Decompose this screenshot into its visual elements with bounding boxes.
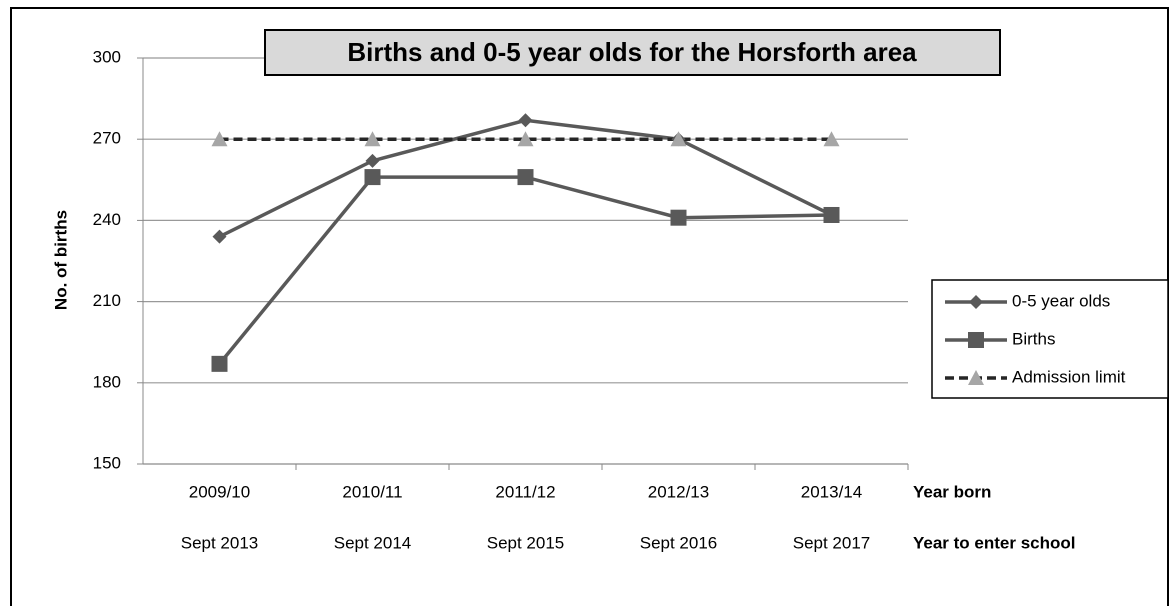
data-point — [517, 169, 534, 186]
data-point — [670, 209, 687, 226]
x-tick-label: 2011/12 — [495, 482, 555, 501]
data-point — [211, 131, 228, 147]
series-line — [218, 175, 832, 365]
y-tick-label: 210 — [93, 291, 121, 310]
y-tick-label: 150 — [93, 453, 121, 472]
data-point — [517, 131, 534, 147]
x-tick-label: 2012/13 — [648, 482, 709, 501]
y-axis-label: No. of births — [51, 210, 70, 310]
school-year-label: Sept 2015 — [487, 533, 565, 552]
legend-marker — [969, 295, 983, 309]
data-point — [823, 131, 840, 147]
legend-marker — [968, 370, 984, 385]
title-box — [264, 29, 1001, 76]
legend-label: Admission limit — [1012, 367, 1126, 386]
data-point — [365, 153, 380, 168]
y-tick-label: 270 — [93, 129, 121, 148]
legend-marker — [968, 332, 984, 348]
school-year-row-label: Year to enter school — [913, 533, 1076, 552]
legend-label: Births — [1012, 329, 1055, 348]
data-point — [364, 131, 381, 147]
data-point — [670, 131, 687, 147]
data-point — [212, 229, 227, 244]
chart-title: Births and 0-5 year olds for the Horsfor… — [347, 37, 917, 67]
y-tick-label: 240 — [93, 210, 121, 229]
category-row-label: Year born — [913, 482, 991, 501]
data-point — [211, 355, 228, 372]
school-year-label: Sept 2016 — [640, 533, 718, 552]
data-point — [518, 113, 533, 128]
y-tick-label: 300 — [93, 47, 121, 66]
x-tick-label: 2009/10 — [189, 482, 250, 501]
school-year-label: Sept 2013 — [181, 533, 259, 552]
x-tick-label: 2010/11 — [342, 482, 402, 501]
school-year-label: Sept 2014 — [334, 533, 412, 552]
x-tick-label: 2013/14 — [801, 482, 862, 501]
school-year-label: Sept 2017 — [793, 533, 871, 552]
data-point — [823, 206, 840, 223]
data-point — [364, 169, 381, 186]
y-tick-label: 180 — [93, 372, 121, 391]
legend-label: 0-5 year olds — [1012, 291, 1110, 310]
